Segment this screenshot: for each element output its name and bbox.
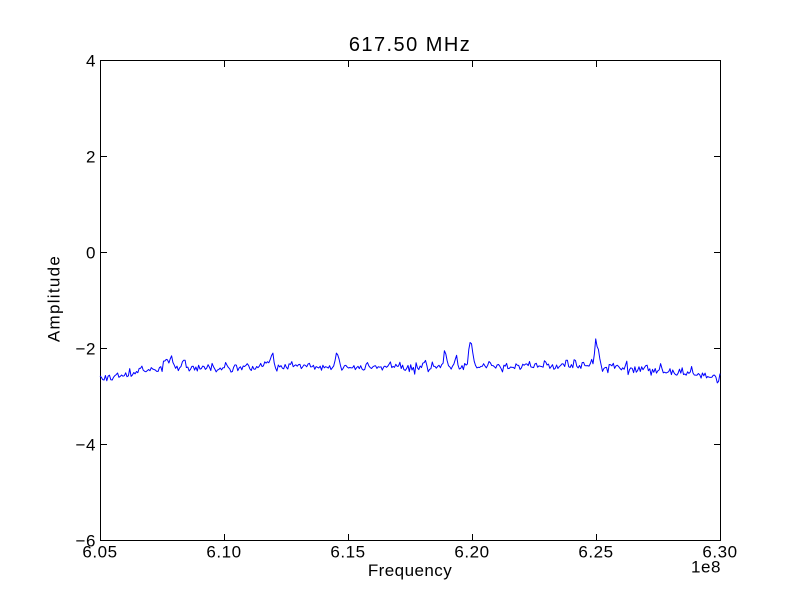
svg-text:0: 0 [86, 244, 96, 263]
svg-text:4: 4 [86, 52, 96, 71]
svg-text:617.50 MHz: 617.50 MHz [349, 34, 471, 56]
svg-text:−2: −2 [76, 340, 96, 359]
svg-text:6.10: 6.10 [206, 543, 241, 562]
svg-text:1e8: 1e8 [691, 558, 721, 577]
svg-text:6.20: 6.20 [454, 543, 489, 562]
svg-text:6.05: 6.05 [82, 543, 117, 562]
svg-text:6.30: 6.30 [702, 543, 737, 562]
svg-text:Frequency: Frequency [368, 561, 452, 580]
svg-text:−4: −4 [76, 436, 96, 455]
svg-text:6.25: 6.25 [578, 543, 613, 562]
svg-text:−6: −6 [76, 532, 96, 551]
svg-text:Amplitude: Amplitude [45, 255, 64, 342]
svg-text:2: 2 [86, 148, 96, 167]
svg-text:6.15: 6.15 [330, 543, 365, 562]
